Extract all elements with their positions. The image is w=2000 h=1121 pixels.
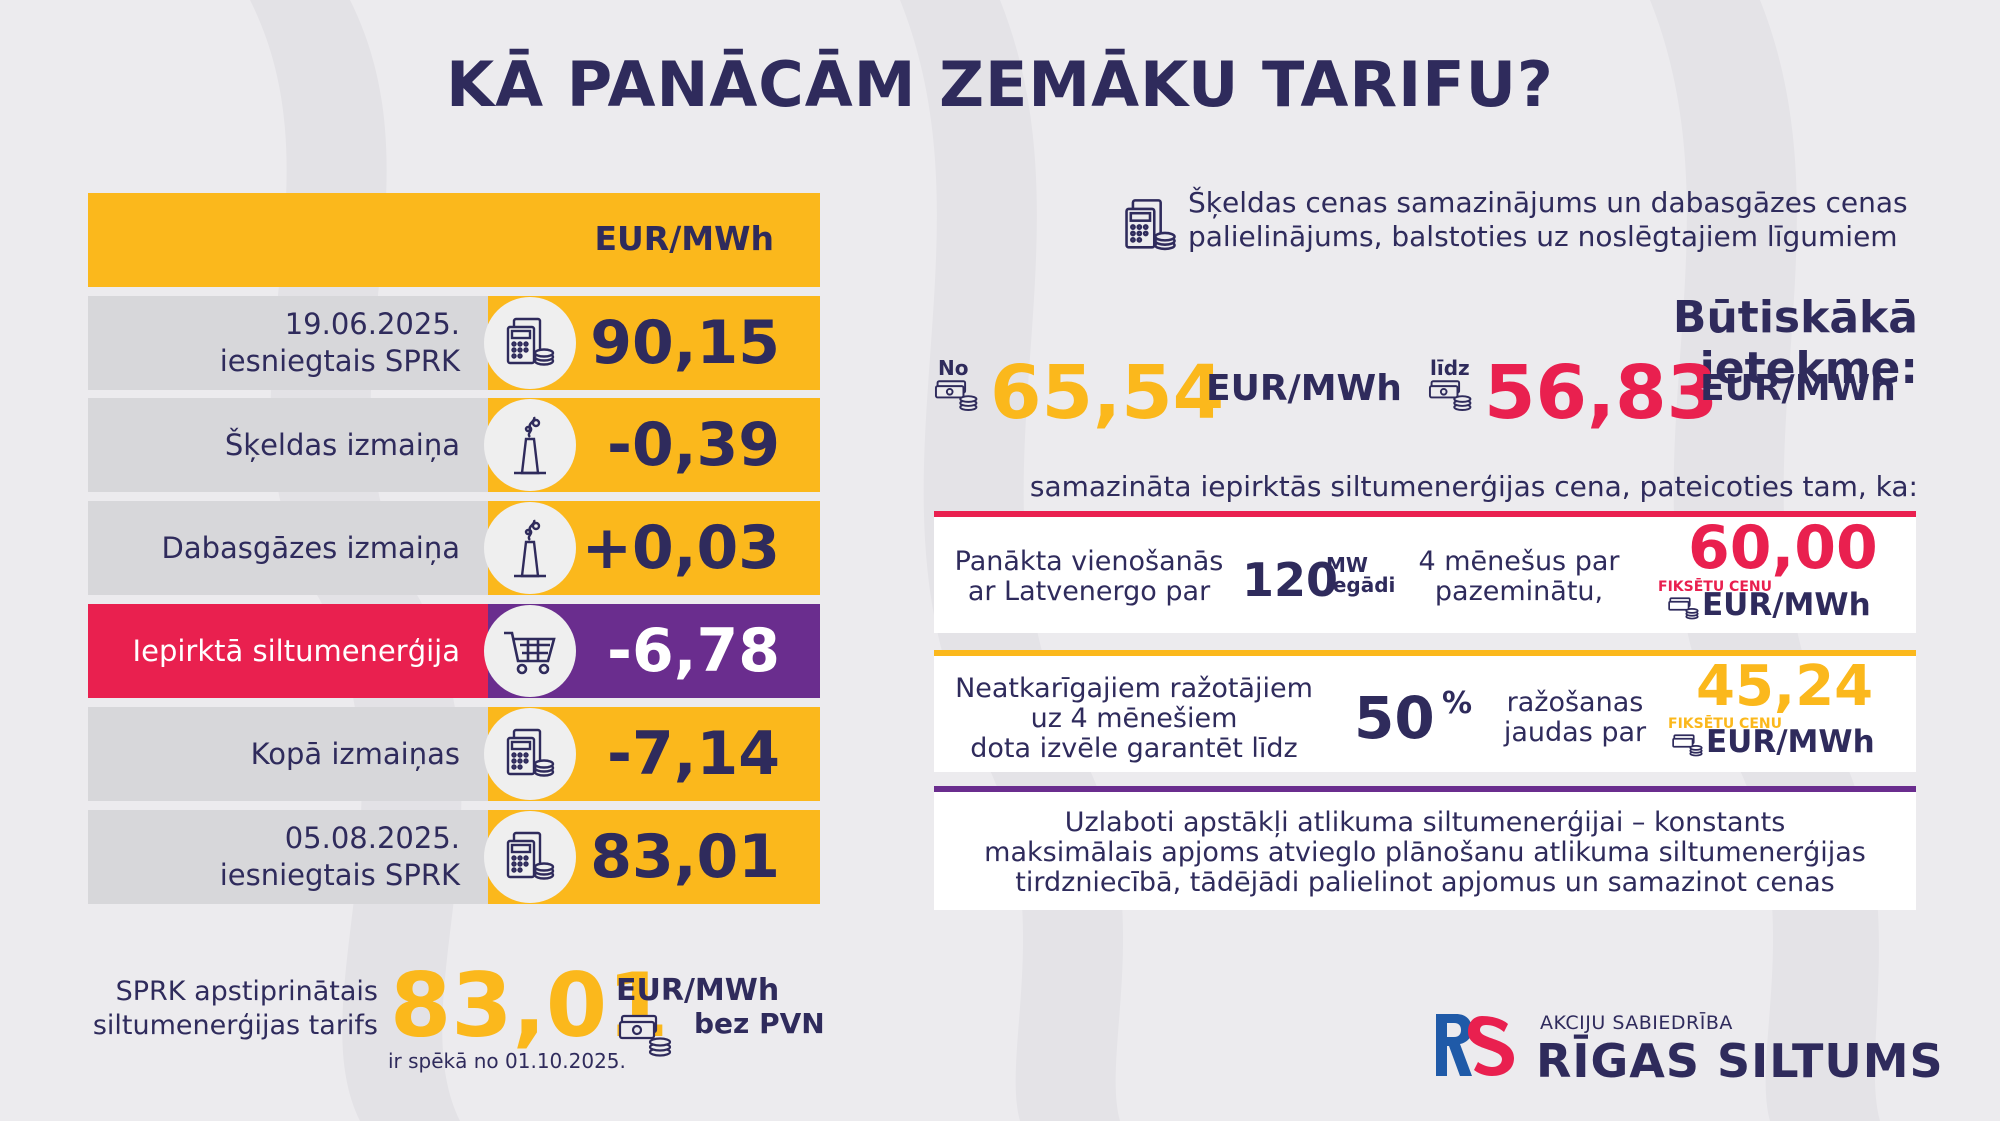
money-stack-icon: [1428, 378, 1474, 416]
shopping-cart-icon: [484, 605, 576, 697]
tariff-label: SPRK apstiprinātais siltumenerģijas tari…: [92, 976, 378, 1041]
card-text: Uzlaboti apstākļi atlikuma siltumenerģij…: [984, 807, 1866, 898]
residual-energy-card: Uzlaboti apstākļi atlikuma siltumenerģij…: [934, 786, 1916, 910]
card-text: Neatkarīgajiem ražotājiem uz 4 mēnešiem …: [955, 673, 1313, 764]
percent-sign: %: [1442, 686, 1473, 721]
fixed-price-label: FIKSĒTU CENU: [1658, 579, 1772, 595]
page-title: KĀ PANĀCĀM ZEMĀKU TARIFU?: [446, 48, 1554, 121]
card-text: Panākta vienošanās ar Latvenergo par: [954, 546, 1224, 607]
fixed-price-unit: EUR/MWh: [1702, 587, 1871, 623]
money-stack-icon: [934, 378, 980, 416]
tariff-value: 83,01: [390, 954, 669, 1057]
to-value: 56,83: [1484, 350, 1719, 436]
price-change-note: Šķeldas cenas samazinājums un dabasgāzes…: [1188, 186, 1908, 253]
factory-chimney-icon: [484, 399, 576, 491]
row-label: Šķeldas izmaiņa: [88, 398, 488, 492]
logo-name: RĪGAS SILTUMS: [1536, 1034, 1944, 1088]
fixed-price-label: FIKSĒTU CENU: [1668, 716, 1782, 732]
table-row: 05.08.2025. iesniegtais SPRK 83,01: [88, 810, 820, 904]
table-header-unit: EUR/MWh: [594, 219, 774, 258]
to-label: līdz: [1430, 356, 1470, 380]
mw-amount: 120: [1242, 553, 1339, 607]
row-label: Kopā izmaiņas: [88, 707, 488, 801]
fixed-price-value: 45,24: [1696, 654, 1874, 719]
rigas-siltums-logo: [1434, 1010, 1518, 1084]
from-unit: EUR/MWh: [1206, 368, 1402, 409]
money-stack-icon: [1668, 595, 1700, 625]
to-unit: EUR/MWh: [1700, 368, 1896, 409]
row-label: Dabasgāzes izmaiņa: [88, 501, 488, 595]
table-row: Kopā izmaiņas -7,14: [88, 707, 820, 801]
table-row: Šķeldas izmaiņa -0,39: [88, 398, 820, 492]
tariff-vat: bez PVN: [694, 1007, 825, 1040]
card-mid-text: 4 mēnešus par pazeminātu,: [1418, 546, 1620, 607]
calculator-coins-icon: [484, 811, 576, 903]
fixed-price-value: 60,00: [1688, 513, 1878, 583]
calculator-coins-icon: [484, 297, 576, 389]
percent-value: 50: [1354, 684, 1435, 752]
table-row: Iepirktā siltumenerģija -6,78: [88, 604, 820, 698]
factory-chimney-icon: [484, 502, 576, 594]
card-mid-text: ražošanas jaudas par: [1503, 687, 1647, 748]
table-row: Dabasgāzes izmaiņa +0,03: [88, 501, 820, 595]
row-label: Iepirktā siltumenerģija: [88, 604, 488, 698]
calculator-coins-icon: [1118, 194, 1182, 262]
row-label: 05.08.2025. iesniegtais SPRK: [88, 810, 488, 904]
fixed-price-unit: EUR/MWh: [1706, 724, 1875, 760]
independent-producers-card: Neatkarīgajiem ražotājiem uz 4 mēnešiem …: [934, 650, 1916, 772]
logo-subtitle: AKCIJU SABIEDRĪBA: [1540, 1012, 1733, 1034]
tariff-effective-date: ir spēkā no 01.10.2025.: [388, 1049, 626, 1073]
latvenergo-card: Panākta vienošanās ar Latvenergo par 120…: [934, 511, 1916, 633]
money-stack-icon: [1672, 732, 1704, 762]
money-stack-icon: [618, 1010, 674, 1062]
reduced-price-text: samazināta iepirktās siltumenerģijas cen…: [1029, 470, 1918, 503]
from-value: 65,54: [990, 350, 1225, 436]
table-row: 19.06.2025. iesniegtais SPRK 90,15: [88, 296, 820, 390]
row-label: 19.06.2025. iesniegtais SPRK: [88, 296, 488, 390]
mw-unit: MW iegādi: [1326, 553, 1396, 597]
calculator-coins-icon: [484, 708, 576, 800]
tariff-unit: EUR/MWh: [616, 973, 780, 1008]
table-header: EUR/MWh: [88, 193, 820, 287]
from-label: No: [938, 356, 969, 380]
impact-title: Būtiskākā ietekme:: [1672, 292, 1918, 394]
